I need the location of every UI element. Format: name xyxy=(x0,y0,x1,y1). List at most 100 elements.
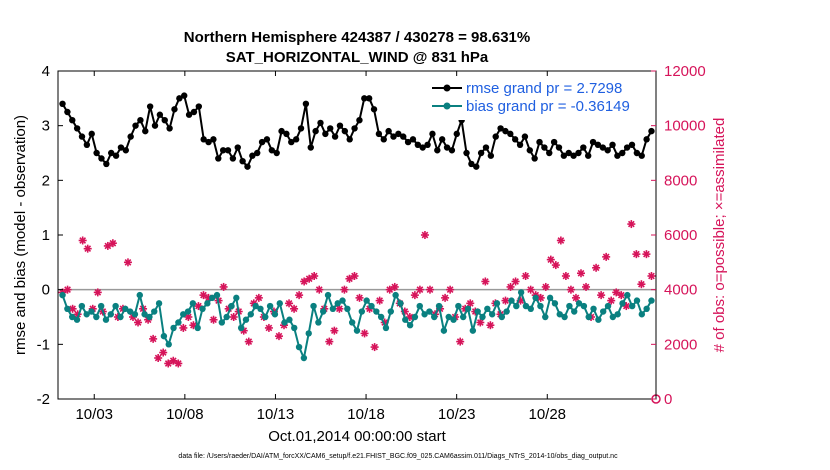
obs-count-marker-stroke xyxy=(633,250,640,258)
obs-count-marker xyxy=(446,285,455,294)
rmse-point xyxy=(589,138,597,146)
rmse-point xyxy=(283,130,290,138)
obs-count-marker-stroke xyxy=(376,297,384,304)
rmse-point xyxy=(93,149,100,157)
rmse-point xyxy=(414,141,422,148)
obs-count-marker xyxy=(360,329,369,338)
bias-point xyxy=(450,316,457,323)
bias-point xyxy=(474,308,481,315)
bias-point xyxy=(141,311,148,318)
rmse-point xyxy=(497,125,504,132)
obs-count-marker xyxy=(305,274,314,283)
rmse-point xyxy=(570,152,577,159)
obs-count-marker-stroke xyxy=(481,278,489,285)
obs-count-marker xyxy=(415,285,424,294)
bias-point xyxy=(68,313,76,321)
obs-count-marker xyxy=(501,296,510,305)
obs-count-marker-stroke xyxy=(356,294,363,302)
rmse-point xyxy=(609,141,616,148)
rmse-point xyxy=(351,125,358,132)
bias-point xyxy=(402,316,409,323)
rmse-point xyxy=(278,127,285,135)
rmse-point xyxy=(370,106,378,113)
obs-count-marker xyxy=(425,285,434,294)
bias-point xyxy=(421,311,428,318)
obs-count-marker-stroke xyxy=(512,278,519,285)
rmse-point xyxy=(633,149,641,157)
bias-point xyxy=(503,308,510,315)
y-left-tick-label: -1 xyxy=(37,336,50,353)
obs-count-marker-stroke xyxy=(386,286,394,294)
rmse-point xyxy=(424,141,431,148)
y-right-tick-label: 4000 xyxy=(664,282,697,299)
rmse-point xyxy=(103,160,110,168)
x-axis-label: Oct.01,2014 00:00:00 start xyxy=(268,428,446,445)
bias-point xyxy=(532,294,539,302)
obs-count-marker xyxy=(290,304,299,313)
rmse-point xyxy=(112,152,120,159)
rmse-point xyxy=(132,122,139,129)
bias-point xyxy=(619,300,626,307)
y-axis-left-label: rmse and bias (model - observation) xyxy=(12,115,29,355)
bias-point xyxy=(469,327,477,334)
bias-point xyxy=(387,308,394,315)
bias-point xyxy=(170,324,177,332)
rmse-point xyxy=(487,152,495,159)
obs-count-marker-stroke xyxy=(476,319,484,326)
rmse-point xyxy=(365,95,373,102)
obs-count-marker-stroke xyxy=(522,272,529,280)
rmse-point xyxy=(205,138,212,146)
obs-count-marker-stroke xyxy=(572,294,580,302)
bias-point xyxy=(155,300,163,307)
obs-count-marker-stroke xyxy=(250,299,258,307)
bias-point xyxy=(107,311,115,318)
bias-point xyxy=(358,308,366,315)
obs-count-marker xyxy=(390,282,399,291)
obs-count-marker xyxy=(441,293,450,302)
obs-count-marker xyxy=(340,285,349,294)
obs-count-marker xyxy=(642,250,651,259)
obs-count-marker-stroke xyxy=(265,324,273,332)
rmse-point xyxy=(443,144,451,151)
bias-point xyxy=(295,343,303,351)
obs-count-marker-stroke xyxy=(200,291,207,299)
rmse-point xyxy=(122,147,130,154)
obs-count-marker xyxy=(149,334,158,343)
legend-rmse-marker xyxy=(443,84,451,92)
bias-point xyxy=(320,308,327,315)
rmse-point xyxy=(507,130,514,138)
obs-count-marker-stroke xyxy=(195,302,202,310)
rmse-point xyxy=(258,138,266,146)
rmse-point xyxy=(249,152,256,159)
obs-count-marker-stroke xyxy=(446,286,454,294)
obs-count-marker xyxy=(229,313,238,321)
x-tick-label: 10/13 xyxy=(257,406,295,423)
rmse-point xyxy=(161,117,168,124)
obs-count-marker-stroke xyxy=(315,286,323,294)
obs-count-marker-stroke xyxy=(371,343,378,351)
rmse-point xyxy=(643,136,650,143)
legend-bias-label: bias grand pr = -0.36149 xyxy=(466,98,630,115)
rmse-point xyxy=(73,125,81,132)
rmse-point xyxy=(273,149,280,157)
obs-count-marker xyxy=(576,269,585,278)
bias-point xyxy=(426,308,433,315)
bias-point xyxy=(604,302,612,310)
rmse-point xyxy=(619,149,626,157)
rmse-point xyxy=(108,149,115,157)
bias-point xyxy=(329,305,337,312)
rmse-point xyxy=(594,141,602,148)
obs-count-marker xyxy=(456,337,465,346)
bias-point xyxy=(237,324,245,332)
obs-count-marker xyxy=(350,272,359,280)
obs-count-marker xyxy=(566,285,575,294)
y-left-tick-label: -2 xyxy=(37,391,50,408)
obs-count-marker-stroke xyxy=(305,275,313,283)
bias-point xyxy=(136,291,143,299)
obs-count-marker-stroke xyxy=(602,253,610,261)
x-tick-label: 10/23 xyxy=(438,406,476,423)
bias-point xyxy=(590,305,597,312)
rmse-point xyxy=(210,136,217,143)
